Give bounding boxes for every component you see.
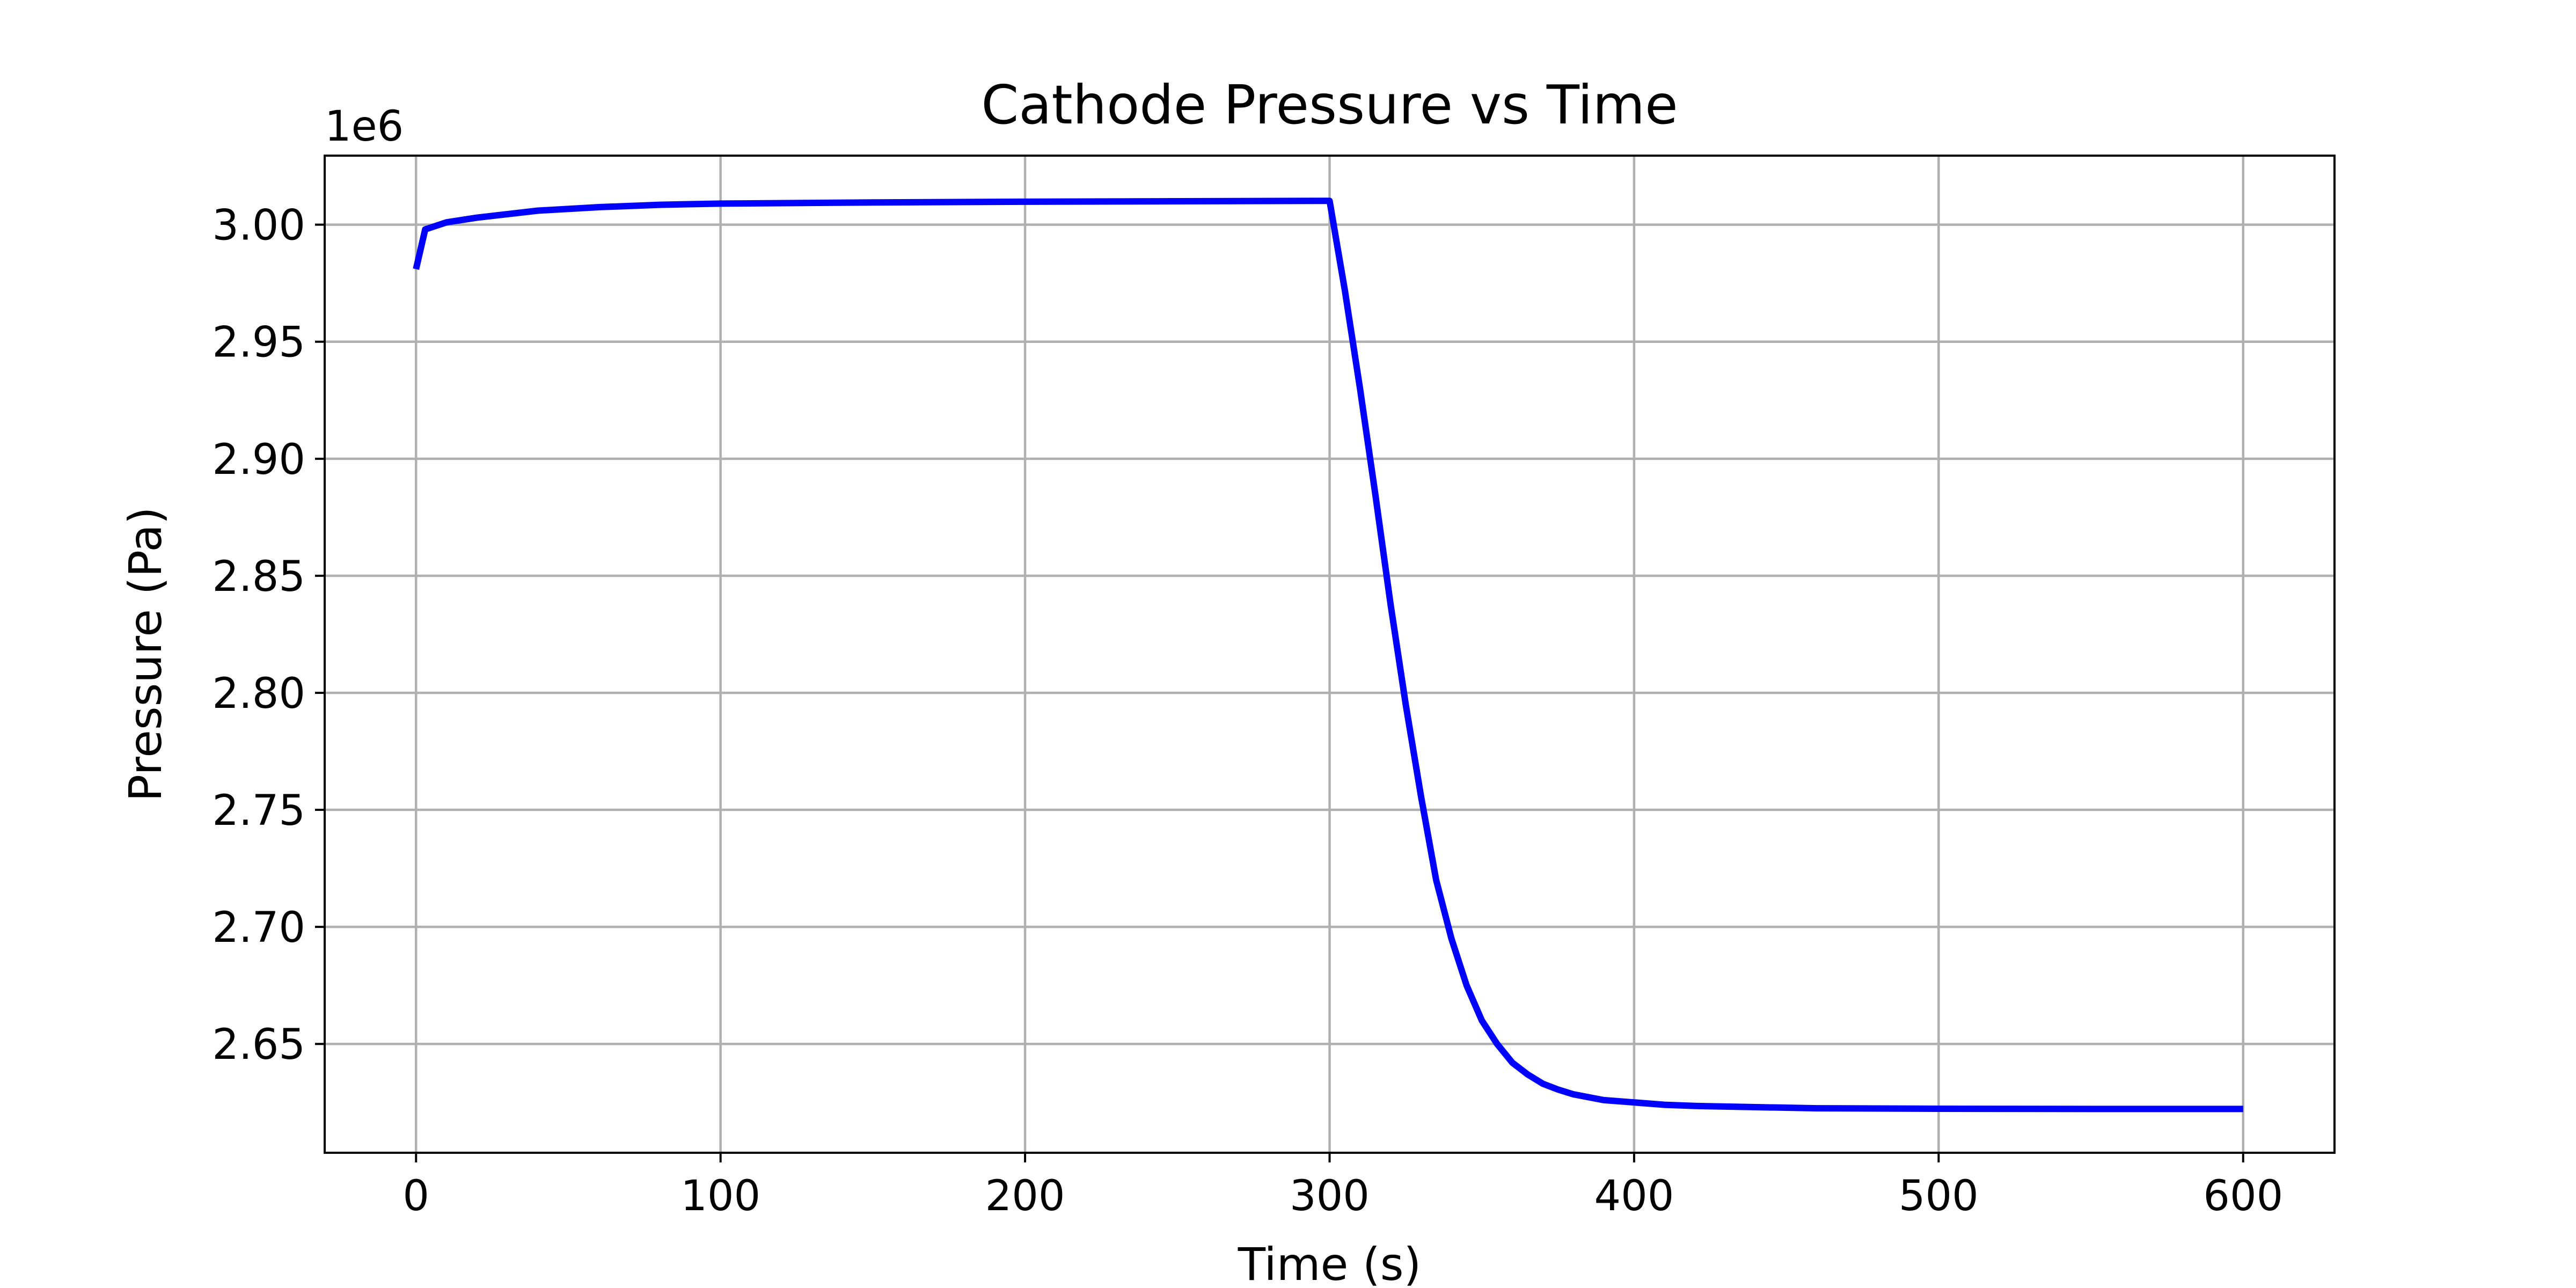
x-tick-label: 200 bbox=[985, 1172, 1065, 1220]
x-tick-label: 300 bbox=[1290, 1172, 1370, 1220]
y-tick-label: 2.85 bbox=[212, 553, 305, 601]
grid-lines bbox=[325, 156, 2334, 1153]
y-tick-label: 3.00 bbox=[212, 202, 305, 250]
chart-title: Cathode Pressure vs Time bbox=[981, 74, 1678, 136]
y-tick-label: 2.95 bbox=[212, 319, 305, 367]
x-tick-label: 500 bbox=[1899, 1172, 1979, 1220]
x-tick-label: 100 bbox=[680, 1172, 760, 1220]
x-tick-label: 600 bbox=[2203, 1172, 2283, 1220]
y-tick-label: 2.75 bbox=[212, 787, 305, 835]
x-axis-label: Time (s) bbox=[1238, 1238, 1422, 1288]
series-line bbox=[413, 197, 2243, 1113]
x-tick-label: 0 bbox=[402, 1172, 429, 1220]
series-layer bbox=[413, 197, 2243, 1113]
y-tick-label: 2.65 bbox=[212, 1021, 305, 1069]
y-tick-label: 2.70 bbox=[212, 904, 305, 952]
y-tick-label: 2.80 bbox=[212, 670, 305, 718]
axis-ticks: 0 100 200 300 400 500 600 2.65 2.70 2.75 2.80 2.85 2… bbox=[212, 202, 2283, 1220]
x-tick-label: 400 bbox=[1594, 1172, 1674, 1220]
y-axis-label: Pressure (Pa) bbox=[119, 507, 172, 801]
y-tick-label: 2.90 bbox=[212, 436, 305, 484]
y-axis-offset-label: 1e6 bbox=[325, 103, 404, 151]
